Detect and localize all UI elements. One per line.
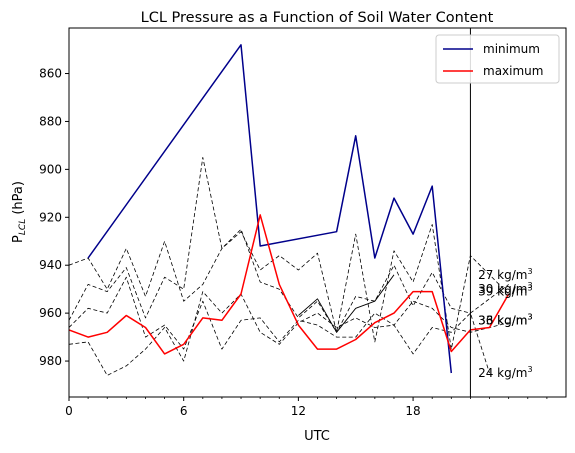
annotation-label-base: 30 kg/m [478,282,527,296]
series-line-dashed-4 [69,157,509,333]
y-tick-label: 940 [39,258,62,272]
annotation-label: 36 kg/m3 [478,312,532,327]
annotation-label-exponent: 3 [527,267,532,276]
legend: minimum maximum [435,34,560,84]
x-tick-label: 6 [180,404,188,418]
x-tick-label: 12 [291,404,306,418]
series-line-dashed-3 [69,224,509,350]
y-axis-label: PLCL (hPa) [11,181,28,243]
annotation-label-base: 39 kg/m [478,285,527,299]
annotation-label: 30 kg/m3 [478,281,532,296]
series-line-minimum [87,44,453,374]
annotation-label-base: 27 kg/m [478,268,527,282]
axes: 0 6 12 18 860 880 900 920 940 960 980 [39,67,548,418]
y-tick-label: 980 [39,354,62,368]
legend-label-minimum: minimum [483,42,540,56]
annotation-label-exponent: 3 [527,312,532,321]
y-tick-label: 960 [39,306,62,320]
y-axis-label-unit: (hPa) [11,181,26,219]
annotation-label-exponent: 3 [527,284,532,293]
y-tick-label: 880 [39,114,62,128]
y-axis-label-main: P [11,235,26,243]
series-layer [69,28,510,397]
series-line-maximum [69,214,510,355]
annotation-label: 39 kg/m3 [478,284,532,299]
legend-label-maximum: maximum [483,64,543,78]
annotation-label-base: 36 kg/m [478,313,527,327]
series-line-dashed-5 [69,276,509,350]
series-line-solid-2 [298,274,395,333]
annotation-label-exponent: 3 [527,312,532,321]
annotation-label-exponent: 3 [527,365,532,374]
annotation-label: 33 kg/m3 [478,312,532,327]
x-tick-label: 18 [405,404,420,418]
annotation-label: 24 kg/m3 [478,365,532,380]
plot-frame [68,27,567,398]
y-tick-label: 920 [39,210,62,224]
y-tick-label: 900 [39,162,62,176]
chart-title: LCL Pressure as a Function of Soil Water… [141,10,494,26]
y-tick-label: 860 [39,67,62,81]
y-axis-label-subscript: LCL [18,219,28,235]
annotation-label: 27 kg/m3 [478,267,532,282]
x-axis-label: UTC [304,429,330,444]
annotation-label-base: 24 kg/m [478,366,527,380]
annotation-label-exponent: 3 [527,281,532,290]
series-line-dashed-6 [69,291,490,376]
x-tick-label: 0 [65,404,73,418]
annotation-label-base: 33 kg/m [478,313,527,327]
